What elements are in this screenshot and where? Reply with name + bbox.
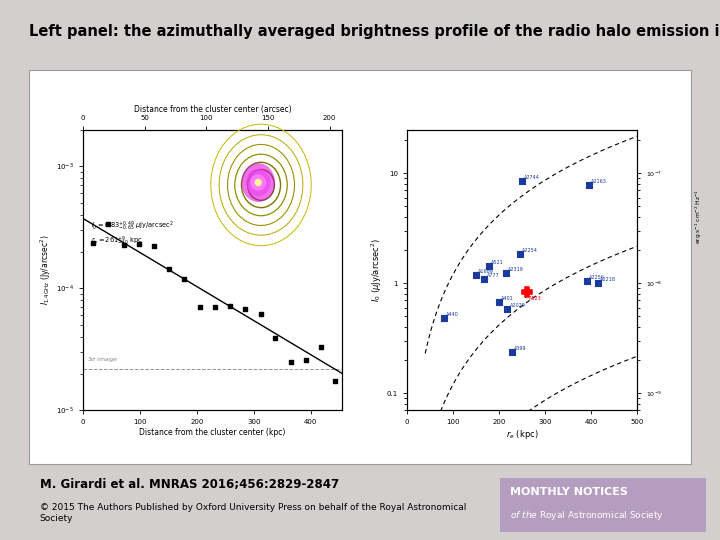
Point: [87, 239, 99, 247]
Y-axis label: $I_{1.4\,\rm{GHz}}$ (Jy/arcsec$^2$): $I_{1.4\,\rm{GHz}}$ (Jy/arcsec$^2$): [39, 235, 53, 305]
Point: [581, 276, 593, 285]
Point: [329, 376, 341, 385]
Text: A2254: A2254: [522, 248, 538, 253]
Text: A521: A521: [491, 260, 504, 265]
Text: Left panel: the azimuthally averaged brightness profile of the radio halo emissi: Left panel: the azimuthally averaged bri…: [29, 24, 720, 39]
Text: A2029: A2029: [510, 303, 526, 308]
Point: [255, 310, 266, 319]
Point: [470, 271, 482, 279]
Point: [179, 275, 190, 284]
Text: A2256: A2256: [589, 275, 605, 280]
Text: erg s$^{-1}$ cm$^{-2}$ Hz$^{-1}$: erg s$^{-1}$ cm$^{-2}$ Hz$^{-1}$: [694, 188, 704, 244]
Ellipse shape: [255, 179, 261, 186]
Point: [438, 314, 449, 323]
Text: A399: A399: [514, 346, 526, 350]
Point: [315, 343, 327, 352]
Point: [502, 305, 513, 314]
Point: [514, 249, 526, 258]
Y-axis label: $I_0$ ($\mu$Jy/arcsec$^2$): $I_0$ ($\mu$Jy/arcsec$^2$): [369, 238, 384, 302]
X-axis label: Distance from the cluster center (kpc): Distance from the cluster center (kpc): [139, 428, 286, 437]
Text: MONTHLY NOTICES: MONTHLY NOTICES: [510, 487, 628, 497]
Point: [224, 302, 235, 310]
Point: [516, 177, 528, 185]
Point: [148, 241, 160, 250]
Ellipse shape: [251, 174, 266, 191]
FancyBboxPatch shape: [500, 478, 706, 532]
Text: A2218: A2218: [600, 278, 616, 282]
Point: [521, 288, 533, 296]
Point: [210, 302, 221, 311]
Point: [506, 347, 518, 356]
Text: $\it{of\ the}$ Royal Astronomical Society: $\it{of\ the}$ Royal Astronomical Societ…: [510, 509, 664, 522]
Text: $I_0=0.83^{+0.49}_{-0.65}$ $\mu$Jy/arcsec$^2$
$r_e=261^{+9}_{-10}$ kpc: $I_0=0.83^{+0.49}_{-0.65}$ $\mu$Jy/arcse…: [91, 219, 174, 248]
X-axis label: $r_e$ (kpc): $r_e$ (kpc): [505, 428, 539, 441]
Point: [163, 265, 175, 273]
Text: A2744: A2744: [524, 175, 540, 180]
Text: $3\sigma$ image: $3\sigma$ image: [87, 355, 119, 364]
Point: [479, 274, 490, 283]
Point: [103, 220, 114, 228]
X-axis label: Distance from the cluster center (arcsec): Distance from the cluster center (arcsec…: [134, 105, 291, 114]
Point: [133, 240, 145, 248]
Text: © 2015 The Authors Published by Oxford University Press on behalf of the Royal A: © 2015 The Authors Published by Oxford U…: [40, 503, 466, 523]
Text: A2319: A2319: [508, 267, 524, 272]
Point: [118, 241, 130, 249]
Point: [285, 357, 297, 366]
Point: [239, 305, 251, 314]
Point: [493, 298, 505, 306]
Text: A777: A777: [487, 273, 499, 278]
Ellipse shape: [254, 178, 262, 186]
Ellipse shape: [246, 168, 271, 196]
Point: [583, 181, 595, 190]
Text: A440: A440: [446, 313, 459, 318]
Point: [483, 261, 495, 270]
Text: A2163: A2163: [591, 179, 607, 184]
Point: [269, 334, 281, 342]
FancyBboxPatch shape: [29, 70, 691, 464]
Text: A523: A523: [529, 296, 542, 301]
Text: M. Girardi et al. MNRAS 2016;456:2829-2847: M. Girardi et al. MNRAS 2016;456:2829-28…: [40, 478, 338, 491]
Point: [194, 303, 205, 312]
Point: [593, 279, 604, 288]
Ellipse shape: [241, 163, 275, 202]
Text: A401: A401: [501, 296, 514, 301]
Point: [300, 356, 312, 364]
Text: A1689: A1689: [478, 269, 494, 274]
Point: [500, 268, 512, 277]
